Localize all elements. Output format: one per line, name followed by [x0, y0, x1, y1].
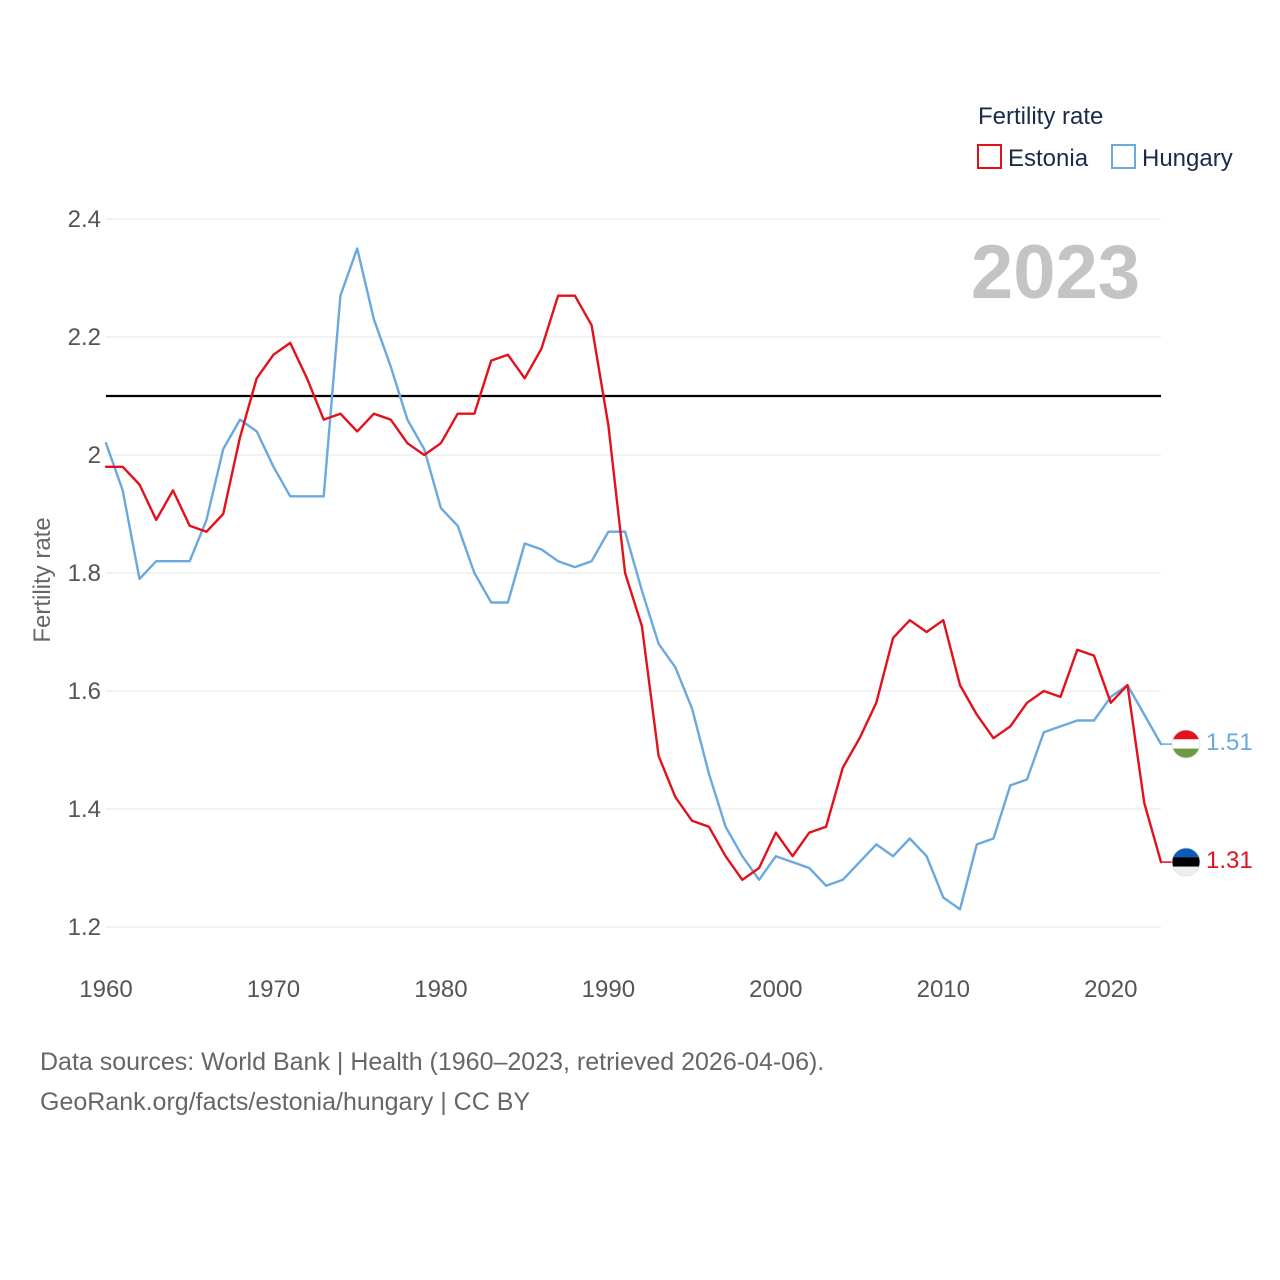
attribution-link[interactable]: GeoRank.org/facts/estonia/hungary | CC B… [40, 1088, 531, 1116]
y-axis-label: Fertility rate [29, 517, 56, 642]
footer: Data sources: World Bank | Health (1960–… [40, 1042, 824, 1122]
estonia-flag-icon [1172, 848, 1200, 876]
y-tick-label: 2.2 [68, 324, 101, 351]
legend-item-estonia[interactable]: Estonia [977, 144, 1089, 172]
series-line-estonia [104, 294, 1163, 881]
y-axis-ticks: 1.2 1.4 1.6 1.8 2 2.2 2.4 [68, 206, 101, 941]
y-tick-label: 1.8 [68, 560, 101, 587]
x-tick-label: 2000 [749, 976, 802, 1003]
x-tick-label: 1990 [582, 976, 635, 1003]
legend-swatch-estonia [977, 144, 1002, 169]
y-tick-label: 1.6 [68, 678, 101, 705]
data-source-text: Data sources: World Bank | Health (1960–… [40, 1048, 825, 1076]
legend-item-hungary[interactable]: Hungary [1111, 144, 1233, 172]
fertility-rate-chart: 1.2 1.4 1.6 1.8 2 2.2 2.4 1960 1970 1980 1990 2000… [29, 103, 1253, 1003]
y-tick-label: 1.4 [68, 796, 101, 823]
legend-label-hungary: Hungary [1142, 145, 1233, 172]
legend-swatch-hungary [1111, 144, 1136, 169]
end-value-label-estonia: 1.31 [1206, 847, 1253, 874]
legend-label-estonia: Estonia [1008, 145, 1089, 172]
series-lines [104, 247, 1172, 911]
year-label: 2023 [971, 230, 1140, 315]
gridlines [106, 218, 1161, 928]
x-tick-label: 2020 [1084, 976, 1137, 1003]
end-value-label-hungary: 1.51 [1206, 729, 1253, 756]
series-line-hungary [104, 247, 1163, 911]
legend: Fertility rate Estonia Hungary [977, 103, 1233, 172]
y-tick-label: 2 [88, 442, 101, 469]
x-tick-label: 2010 [917, 976, 970, 1003]
x-tick-label: 1970 [247, 976, 300, 1003]
x-axis-ticks: 1960 1970 1980 1990 2000 2010 2020 [79, 976, 1137, 1003]
x-tick-label: 1980 [414, 976, 467, 1003]
y-tick-label: 1.2 [68, 914, 101, 941]
legend-title: Fertility rate [978, 103, 1103, 130]
hungary-flag-icon [1172, 730, 1200, 758]
x-tick-label: 1960 [79, 976, 132, 1003]
y-tick-label: 2.4 [68, 206, 101, 233]
